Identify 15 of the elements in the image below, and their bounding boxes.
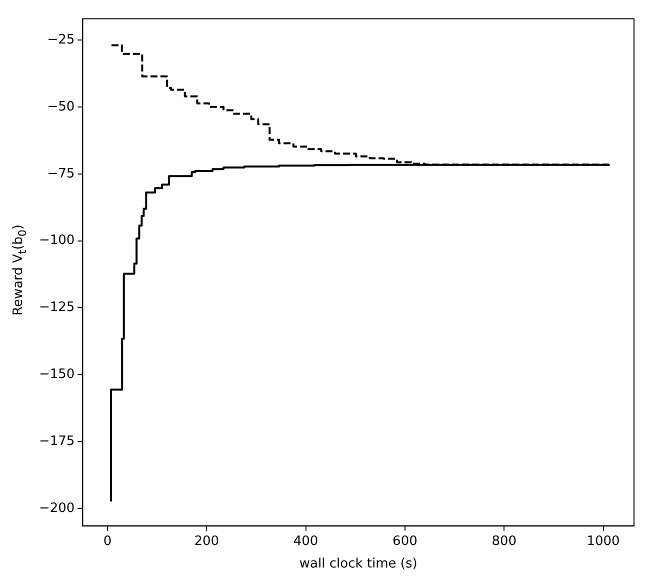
y-tick-label: −100 [38,233,75,248]
y-tick-label: −200 [38,500,75,516]
x-tick-label: 1000 [586,534,620,549]
y-tick-label: −25 [47,32,75,48]
x-tick-label: 0 [103,534,112,549]
y-tick-label: −50 [47,99,75,114]
x-axis-title: wall clock time (s) [299,556,418,572]
x-tick-label: 800 [492,534,517,549]
x-tick-label: 600 [392,534,418,549]
y-tick-label: −125 [38,300,75,316]
x-tick-label: 200 [194,534,220,549]
y-tick-label: −150 [38,367,75,382]
x-tick-label: 400 [293,534,318,549]
y-tick-label: −75 [47,166,75,182]
y-tick-label: −175 [38,434,75,449]
